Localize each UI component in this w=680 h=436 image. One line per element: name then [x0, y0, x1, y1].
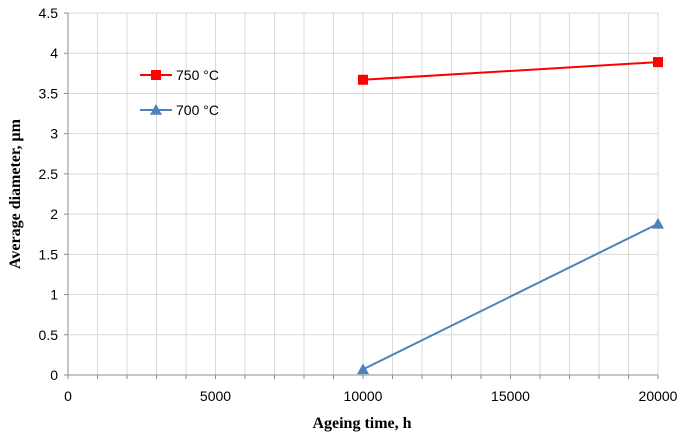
- legend-marker: [151, 70, 161, 80]
- data-point: [358, 74, 368, 85]
- y-tick-label: 2.5: [39, 166, 59, 182]
- tick-labels: 0 5000 10000 15000 20000 0 0.5 1 1.5 2 2.5 3 3.5 4 4.5: [39, 5, 678, 404]
- y-tick-label: 2: [50, 206, 58, 222]
- y-tick-label: 3: [50, 126, 58, 142]
- y-tick-label: 0: [50, 367, 58, 383]
- x-tick-label: 20000: [639, 388, 678, 404]
- x-tick-label: 15000: [491, 388, 530, 404]
- x-tick-label: 5000: [200, 388, 231, 404]
- legend: 750 °C 700 °C: [140, 67, 219, 118]
- y-tick-label: 1.5: [39, 246, 59, 262]
- legend-label: 700 °C: [176, 102, 219, 118]
- y-tick-label: 0.5: [39, 327, 59, 343]
- y-axis-title: Average diameter, μm: [7, 118, 24, 269]
- legend-entry: 700 °C: [140, 102, 219, 118]
- axes: [64, 12, 659, 379]
- legend-label: 750 °C: [176, 67, 219, 83]
- data-point: [653, 57, 663, 68]
- legend-entry: 750 °C: [140, 67, 219, 83]
- data-point: [357, 363, 369, 375]
- series-line: [362, 222, 659, 371]
- series-2: [357, 217, 664, 375]
- data-point: [652, 217, 664, 229]
- y-tick-label: 1: [50, 287, 58, 303]
- data-series: [357, 57, 664, 375]
- y-tick-label: 4.5: [39, 5, 59, 21]
- legend-marker: [150, 104, 162, 115]
- x-tick-label: 10000: [344, 388, 383, 404]
- y-tick-label: 4: [50, 45, 58, 61]
- y-tick-label: 3.5: [39, 85, 59, 101]
- series-1: [358, 57, 663, 85]
- x-tick-label: 0: [64, 388, 72, 404]
- x-axis-title: Ageing time, h: [312, 415, 411, 432]
- series-line: [362, 61, 659, 81]
